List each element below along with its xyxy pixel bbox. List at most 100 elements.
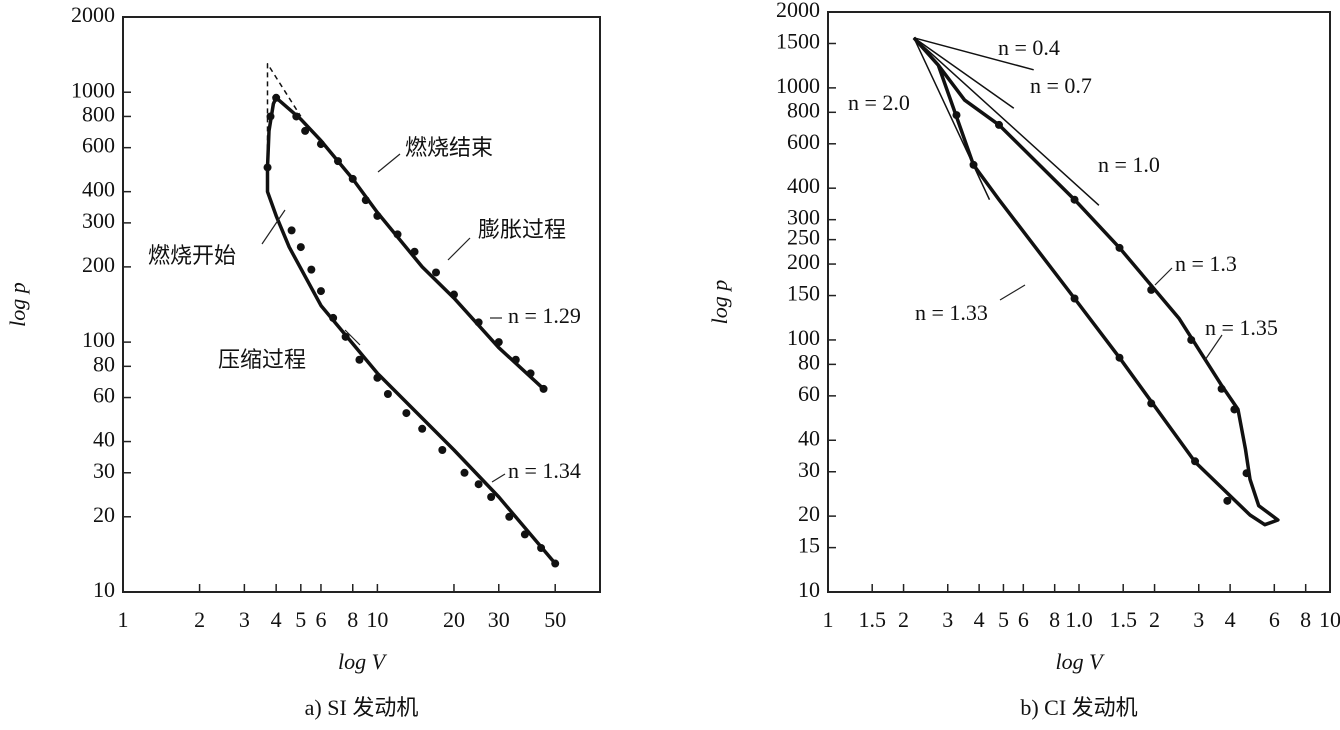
- y-tick-label: 80: [798, 349, 820, 374]
- y-tick-label: 100: [82, 327, 115, 352]
- data-point: [487, 492, 496, 501]
- x-axis-label: log V: [1055, 649, 1105, 674]
- data-point: [329, 313, 338, 322]
- y-tick-label: 30: [798, 457, 820, 482]
- data-point: [1187, 335, 1196, 344]
- y-tick-label: 250: [787, 225, 820, 250]
- annotation: 燃烧开始: [148, 243, 236, 268]
- data-point: [373, 211, 382, 220]
- data-point: [520, 530, 529, 539]
- cycle-curve: [265, 96, 557, 565]
- y-tick-label: 1000: [71, 77, 115, 102]
- data-point: [460, 468, 469, 477]
- data-point: [341, 332, 350, 341]
- y-tick-label: 800: [787, 97, 820, 122]
- annotation: 压缩过程: [218, 347, 306, 372]
- y-tick-label: 20: [93, 502, 115, 527]
- y-tick-label: 400: [82, 177, 115, 202]
- data-point: [1223, 496, 1232, 505]
- data-point: [316, 287, 325, 296]
- reference-line: [266, 63, 302, 168]
- x-tick-label: 2: [194, 607, 205, 632]
- annotation: n = 1.0: [1098, 152, 1160, 177]
- y-tick-label: 10: [93, 577, 115, 602]
- x-axis-label: log V: [338, 649, 388, 674]
- y-tick-label: 1500: [776, 29, 820, 54]
- x-tick-label: 1: [118, 607, 129, 632]
- data-point: [348, 174, 357, 183]
- data-point: [361, 196, 370, 205]
- data-point: [1070, 195, 1079, 204]
- data-point: [316, 140, 325, 149]
- annotation: n = 1.29: [508, 303, 581, 328]
- annotation: 燃烧结束: [405, 135, 493, 160]
- data-point: [1230, 405, 1239, 414]
- data-point: [438, 446, 447, 455]
- data-point: [969, 160, 978, 169]
- x-tick-label: 20: [443, 607, 465, 632]
- reference-line: [913, 37, 1034, 71]
- data-point: [551, 559, 560, 568]
- x-tick-label: 1.5: [1109, 607, 1137, 632]
- data-point: [505, 512, 514, 521]
- x-tick-label: 5: [998, 607, 1009, 632]
- data-point: [511, 355, 520, 364]
- reference-line: [913, 37, 1100, 206]
- x-tick-label: 3: [1193, 607, 1204, 632]
- x-tick-label: 3: [942, 607, 953, 632]
- y-tick-label: 2000: [776, 0, 820, 22]
- data-point: [263, 163, 272, 172]
- x-tick-label: 6: [1269, 607, 1280, 632]
- y-tick-label: 100: [787, 325, 820, 350]
- y-tick-label: 15: [798, 533, 820, 558]
- x-tick-label: 8: [1300, 607, 1311, 632]
- data-point: [307, 265, 316, 274]
- x-tick-label: 30: [488, 607, 510, 632]
- leader-line: [999, 284, 1026, 301]
- y-tick-label: 300: [787, 205, 820, 230]
- data-point: [432, 268, 441, 277]
- x-tick-label: 2: [898, 607, 909, 632]
- x-tick-label: 1.0: [1065, 607, 1093, 632]
- data-point: [1217, 384, 1226, 393]
- y-tick-label: 600: [82, 133, 115, 158]
- data-point: [474, 480, 483, 489]
- data-point: [526, 369, 535, 378]
- cycle-curve: [912, 36, 1280, 527]
- x-tick-label: 3: [239, 607, 250, 632]
- annotation: n = 1.3: [1175, 251, 1237, 276]
- x-tick-label: 1.5: [858, 607, 886, 632]
- y-axis-label: log p: [5, 282, 30, 327]
- data-point: [537, 543, 546, 552]
- y-tick-label: 2000: [71, 2, 115, 27]
- annotation: n = 0.4: [998, 35, 1060, 60]
- y-tick-label: 300: [82, 208, 115, 233]
- annotation: 膨胀过程: [478, 217, 566, 242]
- x-tick-label: 10: [366, 607, 388, 632]
- x-tick-label: 10: [1319, 607, 1340, 632]
- data-point: [539, 384, 548, 393]
- x-tick-label: 4: [974, 607, 985, 632]
- data-point: [1115, 353, 1124, 362]
- y-tick-label: 200: [787, 249, 820, 274]
- annotation: n = 1.33: [915, 300, 988, 325]
- y-tick-label: 800: [82, 101, 115, 126]
- y-tick-label: 600: [787, 129, 820, 154]
- data-point: [296, 243, 305, 252]
- x-tick-label: 50: [544, 607, 566, 632]
- data-point: [1147, 285, 1156, 294]
- data-point: [994, 120, 1003, 129]
- data-point: [287, 226, 296, 235]
- leader-line: [491, 473, 506, 483]
- data-point: [1147, 399, 1156, 408]
- x-tick-label: 1: [823, 607, 834, 632]
- data-point: [418, 424, 427, 433]
- data-point: [449, 290, 458, 299]
- data-point: [474, 318, 483, 327]
- y-tick-label: 150: [787, 281, 820, 306]
- data-point: [952, 111, 961, 120]
- y-tick-label: 60: [93, 383, 115, 408]
- data-point: [402, 409, 411, 418]
- data-point: [1115, 243, 1124, 252]
- x-tick-label: 8: [1049, 607, 1060, 632]
